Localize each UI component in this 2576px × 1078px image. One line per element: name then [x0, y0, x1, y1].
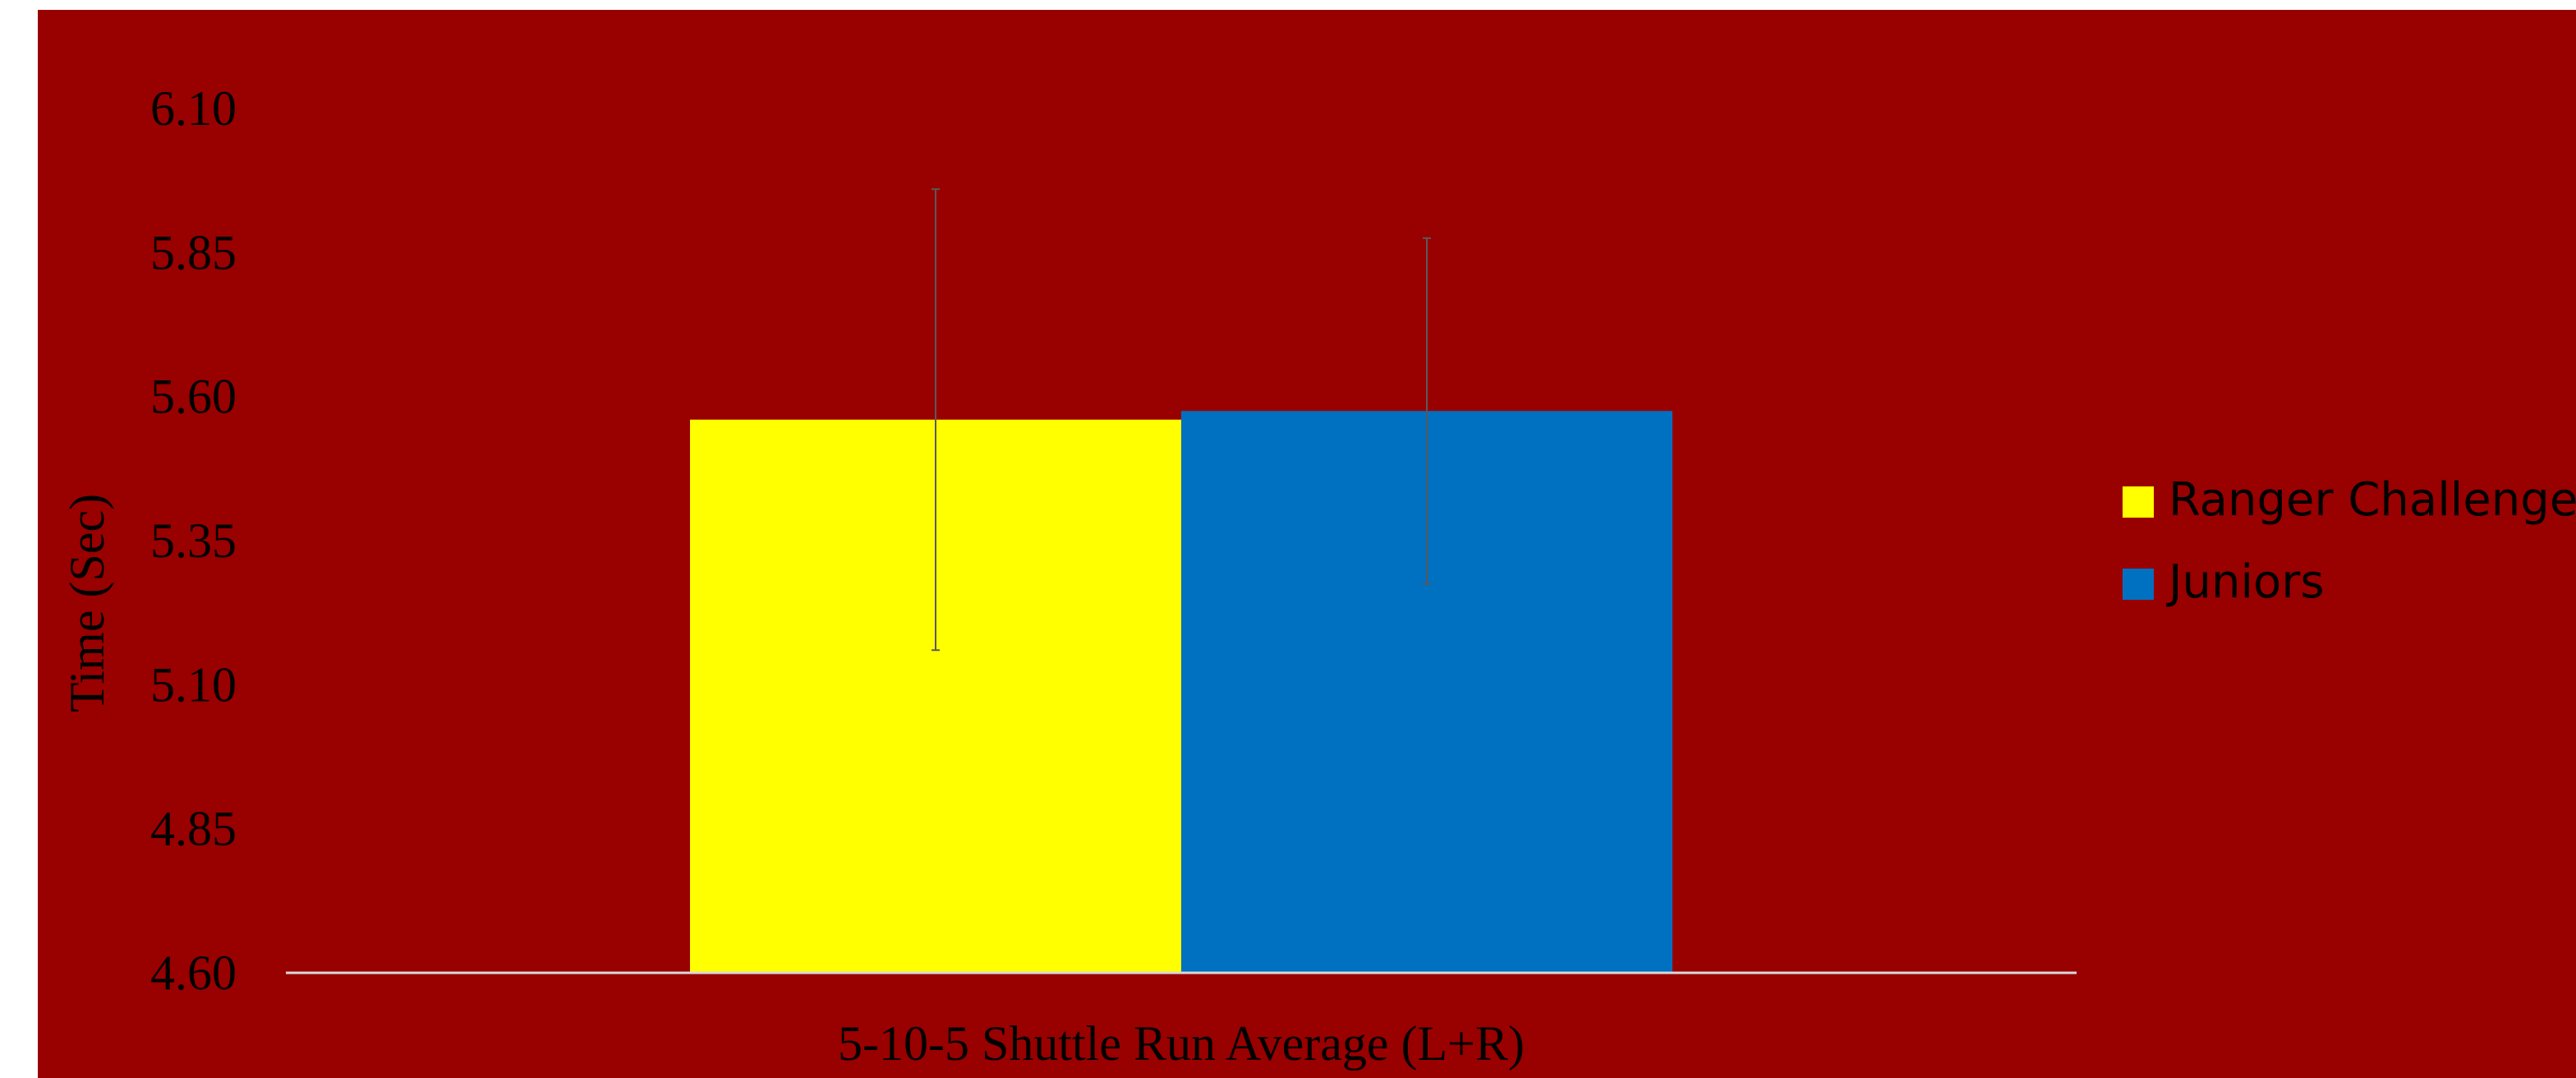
y-tick-label: 5.10: [150, 657, 237, 712]
legend-swatch: [2123, 486, 2154, 518]
y-axis-title: Time (Sec): [60, 494, 114, 712]
y-tick-label: 6.10: [150, 81, 237, 136]
y-tick-label: 5.85: [150, 225, 237, 279]
legend-item: Ranger Challenge: [2123, 473, 2576, 527]
legend-swatch: [2123, 569, 2154, 600]
y-tick-label: 4.60: [150, 946, 237, 1000]
error-bars: [932, 188, 1431, 652]
y-tick-label: 4.85: [150, 802, 237, 856]
legend-label: Juniors: [2166, 555, 2325, 609]
error-bar: [932, 188, 940, 652]
legend-item: Juniors: [2123, 555, 2325, 609]
legend: Ranger Challenge Juniors: [2123, 473, 2576, 609]
error-bar: [1423, 237, 1431, 585]
y-tick-label: 5.60: [150, 370, 237, 424]
y-tick-label: 5.35: [150, 514, 237, 568]
x-axis-title: 5-10-5 Shuttle Run Average (L+R): [838, 1016, 1525, 1071]
legend-label: Ranger Challenge: [2169, 473, 2576, 527]
bars: [690, 411, 1672, 974]
y-axis-ticks: 4.60 4.85 5.10 5.35 5.60 5.85 6.10: [150, 81, 237, 1000]
